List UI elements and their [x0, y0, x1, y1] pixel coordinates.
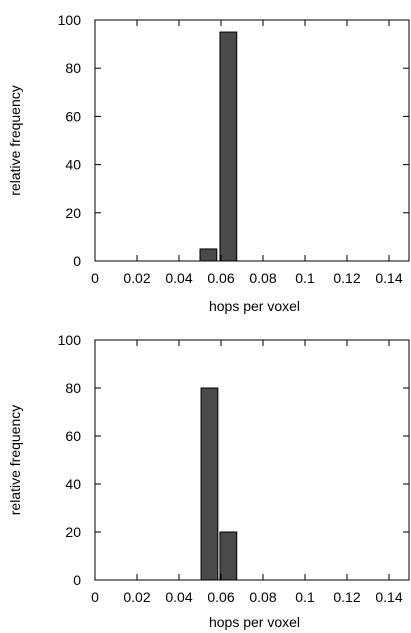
y-tick-label: 100 — [58, 12, 82, 28]
x-axis-title: hops per voxel — [209, 298, 300, 314]
x-tick-label: 0.08 — [249, 270, 276, 286]
y-tick-label: 80 — [65, 60, 81, 76]
y-tick-label: 20 — [65, 524, 81, 540]
x-tick-label: 0 — [91, 270, 99, 286]
x-tick-label: 0.12 — [333, 589, 360, 605]
plot-frame — [94, 19, 410, 262]
histogram-bar — [199, 248, 218, 262]
x-tick-label: 0.02 — [123, 589, 150, 605]
y-tick-label: 60 — [65, 108, 81, 124]
bottom-histogram-panel: 0 0.02 0.04 0.06 0.08 0.1 0.12 0.14 0 20 40 60 80 100… — [7, 332, 410, 630]
histogram-bar — [219, 531, 238, 581]
histogram-bar — [219, 31, 238, 262]
x-axis-title: hops per voxel — [209, 614, 300, 630]
x-tick-label: 0.14 — [375, 589, 402, 605]
y-axis-title: relative frequency — [7, 405, 23, 516]
x-tick-label: 0.06 — [207, 270, 234, 286]
x-tick-label: 0.04 — [165, 270, 192, 286]
x-tick-label: 0.06 — [207, 589, 234, 605]
y-tick-label: 0 — [73, 253, 81, 269]
histogram-bar — [200, 387, 219, 581]
x-tick-label: 0.1 — [295, 270, 315, 286]
x-tick-label: 0.1 — [295, 589, 315, 605]
y-tick-label: 100 — [58, 332, 82, 348]
y-tick-label: 0 — [73, 572, 81, 588]
y-tick-label: 60 — [65, 428, 81, 444]
y-axis-title: relative frequency — [7, 85, 23, 196]
y-tick-label: 40 — [65, 476, 81, 492]
y-tick-label: 20 — [65, 205, 81, 221]
x-tick-label: 0.14 — [375, 270, 402, 286]
x-tick-label: 0.12 — [333, 270, 360, 286]
x-tick-label: 0 — [91, 589, 99, 605]
y-tick-label: 40 — [65, 157, 81, 173]
y-tick-label: 80 — [65, 380, 81, 396]
x-tick-label: 0.04 — [165, 589, 192, 605]
top-histogram-panel: 0 0.02 0.04 0.06 0.08 0.1 0.12 0.14 0 20 40 60 80 100… — [7, 12, 410, 314]
x-tick-label: 0.02 — [123, 270, 150, 286]
x-tick-label: 0.08 — [249, 589, 276, 605]
plot-frame — [94, 339, 410, 581]
